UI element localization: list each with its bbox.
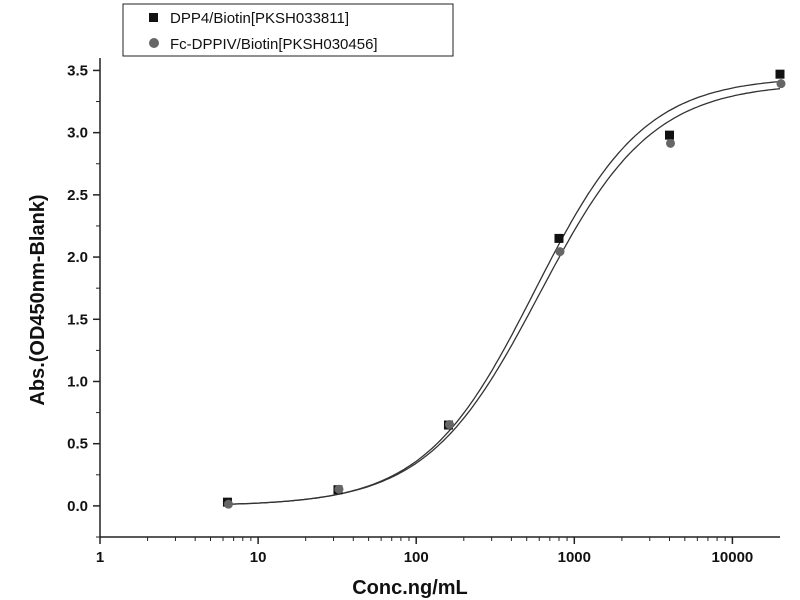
x-tick-label: 100: [404, 549, 429, 566]
y-tick-label: 1.5: [67, 311, 88, 328]
y-tick-label: 2.5: [67, 187, 88, 204]
legend: DPP4/Biotin[PKSH033811] Fc-DPPIV/Biotin[…: [122, 3, 454, 57]
y-tick-label: 1.0: [67, 373, 88, 390]
data-point-circle: [555, 247, 565, 257]
data-point-circle: [665, 138, 675, 148]
y-tick-label: 0.5: [67, 436, 88, 453]
fit-curve-2: [222, 88, 781, 506]
data-point-circle: [223, 499, 233, 509]
fit-curve-1: [222, 80, 781, 506]
data-point-square: [775, 69, 785, 79]
legend-entry-fc-dppiv: Fc-DPPIV/Biotin[PKSH030456]: [170, 36, 378, 53]
legend-marker-square: [149, 13, 158, 22]
x-tick-label: 1: [96, 549, 104, 566]
data-point-square: [664, 130, 674, 140]
legend-marker-circle: [149, 38, 159, 48]
y-axis-title: Abs.(OD450nm-Blank): [27, 194, 49, 405]
y-tick-label: 3.5: [67, 62, 88, 79]
x-tick-label: 1000: [558, 549, 591, 566]
data-point-circle: [776, 79, 786, 89]
y-tick-label: 2.0: [67, 249, 88, 266]
y-tick-label: 3.0: [67, 125, 88, 142]
legend-entry-dpp4: DPP4/Biotin[PKSH033811]: [170, 10, 349, 27]
legend-box: [122, 3, 454, 57]
data-point-circle: [444, 420, 454, 430]
x-axis-title: Conc.ng/mL: [352, 577, 468, 599]
data-point-square: [554, 233, 564, 243]
data-point-circle: [334, 484, 344, 494]
x-tick-label: 10: [250, 549, 267, 566]
y-tick-label: 0.0: [67, 498, 88, 515]
x-tick-label: 10000: [712, 549, 754, 566]
